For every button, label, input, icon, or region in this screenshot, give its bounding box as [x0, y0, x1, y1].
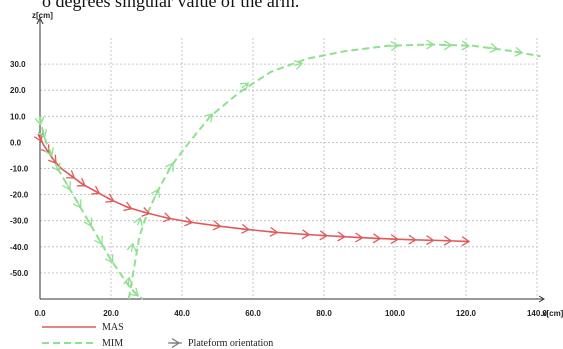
orientation-marker	[443, 40, 453, 51]
orientation-marker	[47, 154, 57, 164]
series-line-mim	[127, 43, 541, 300]
orientation-marker	[372, 233, 382, 244]
orientation-marker	[123, 201, 133, 212]
orientation-marker	[460, 236, 471, 247]
x-tick-label: 140.0	[527, 309, 548, 318]
orientation-marker	[240, 223, 251, 234]
y-axis-label: z[cm]	[32, 11, 53, 20]
x-tick-label: 20.0	[103, 309, 119, 318]
orientation-marker	[72, 199, 82, 209]
orientation-marker	[212, 220, 222, 231]
orientation-marker	[204, 113, 214, 123]
y-tick-label: 10.0	[10, 112, 26, 121]
orientation-marker	[514, 46, 524, 57]
orientation-marker	[425, 235, 435, 246]
orientation-marker	[165, 162, 174, 172]
orientation-marker	[105, 193, 115, 203]
orientation-marker	[94, 235, 103, 246]
x-tick-label: 40.0	[174, 309, 190, 318]
orientation-marker	[318, 230, 329, 241]
y-tick-label: -40.0	[10, 243, 29, 252]
orientation-marker	[104, 254, 114, 264]
legend-orientation-marker	[171, 337, 181, 349]
series-line-mas	[39, 136, 470, 243]
orientation-marker	[34, 116, 45, 126]
orientation-marker	[460, 40, 471, 51]
orientation-marker	[443, 235, 453, 246]
orientation-marker	[354, 232, 364, 243]
y-tick-label: -20.0	[10, 191, 29, 200]
orientation-marker	[150, 188, 161, 198]
orientation-marker	[389, 234, 400, 245]
y-tick-label: 30.0	[10, 60, 26, 69]
orientation-marker	[389, 41, 400, 52]
orientation-marker	[489, 42, 499, 53]
y-axis-arrow	[36, 16, 44, 25]
orientation-marker	[162, 212, 172, 223]
orientation-marker	[91, 185, 101, 195]
orientation-marker	[336, 231, 346, 242]
y-tick-label: 0.0	[10, 138, 22, 147]
orientation-marker	[141, 207, 151, 217]
x-axis-label: x[cm]	[542, 309, 563, 318]
orientation-marker	[83, 217, 93, 227]
x-axis-arrow	[538, 295, 545, 303]
orientation-marker	[293, 60, 304, 70]
x-tick-label: 0.0	[34, 309, 46, 318]
x-tick-label: 80.0	[316, 309, 332, 318]
orientation-marker	[133, 216, 143, 227]
y-tick-label: 20.0	[10, 86, 26, 95]
orientation-marker	[407, 234, 417, 245]
y-tick-label: -10.0	[10, 165, 29, 174]
x-tick-label: 100.0	[385, 309, 406, 318]
y-tick-label: -30.0	[10, 217, 29, 226]
orientation-marker	[66, 170, 76, 179]
orientation-marker	[129, 287, 139, 297]
x-tick-label: 120.0	[456, 309, 477, 318]
orientation-marker	[51, 162, 61, 173]
orientation-marker	[40, 144, 50, 154]
x-tick-label: 60.0	[245, 309, 261, 318]
orientation-marker	[126, 242, 137, 252]
legend-label-mim: MIM	[102, 338, 123, 349]
y-tick-label: -50.0	[10, 269, 29, 278]
orientation-marker	[269, 226, 279, 237]
orientation-marker	[44, 147, 54, 157]
orientation-marker	[37, 129, 48, 139]
orientation-marker	[184, 216, 194, 227]
orientation-marker	[76, 177, 87, 187]
orientation-marker	[239, 82, 250, 92]
orientation-marker	[123, 276, 134, 286]
legend-label-orientation: Plateform orientation	[188, 338, 273, 349]
orientation-marker	[301, 229, 311, 240]
caption-text: o degrees singular value of the arm.	[42, 0, 300, 11]
legend-label-mas: MAS	[102, 322, 124, 333]
orientation-marker	[425, 39, 435, 50]
orientation-marker	[62, 180, 71, 191]
